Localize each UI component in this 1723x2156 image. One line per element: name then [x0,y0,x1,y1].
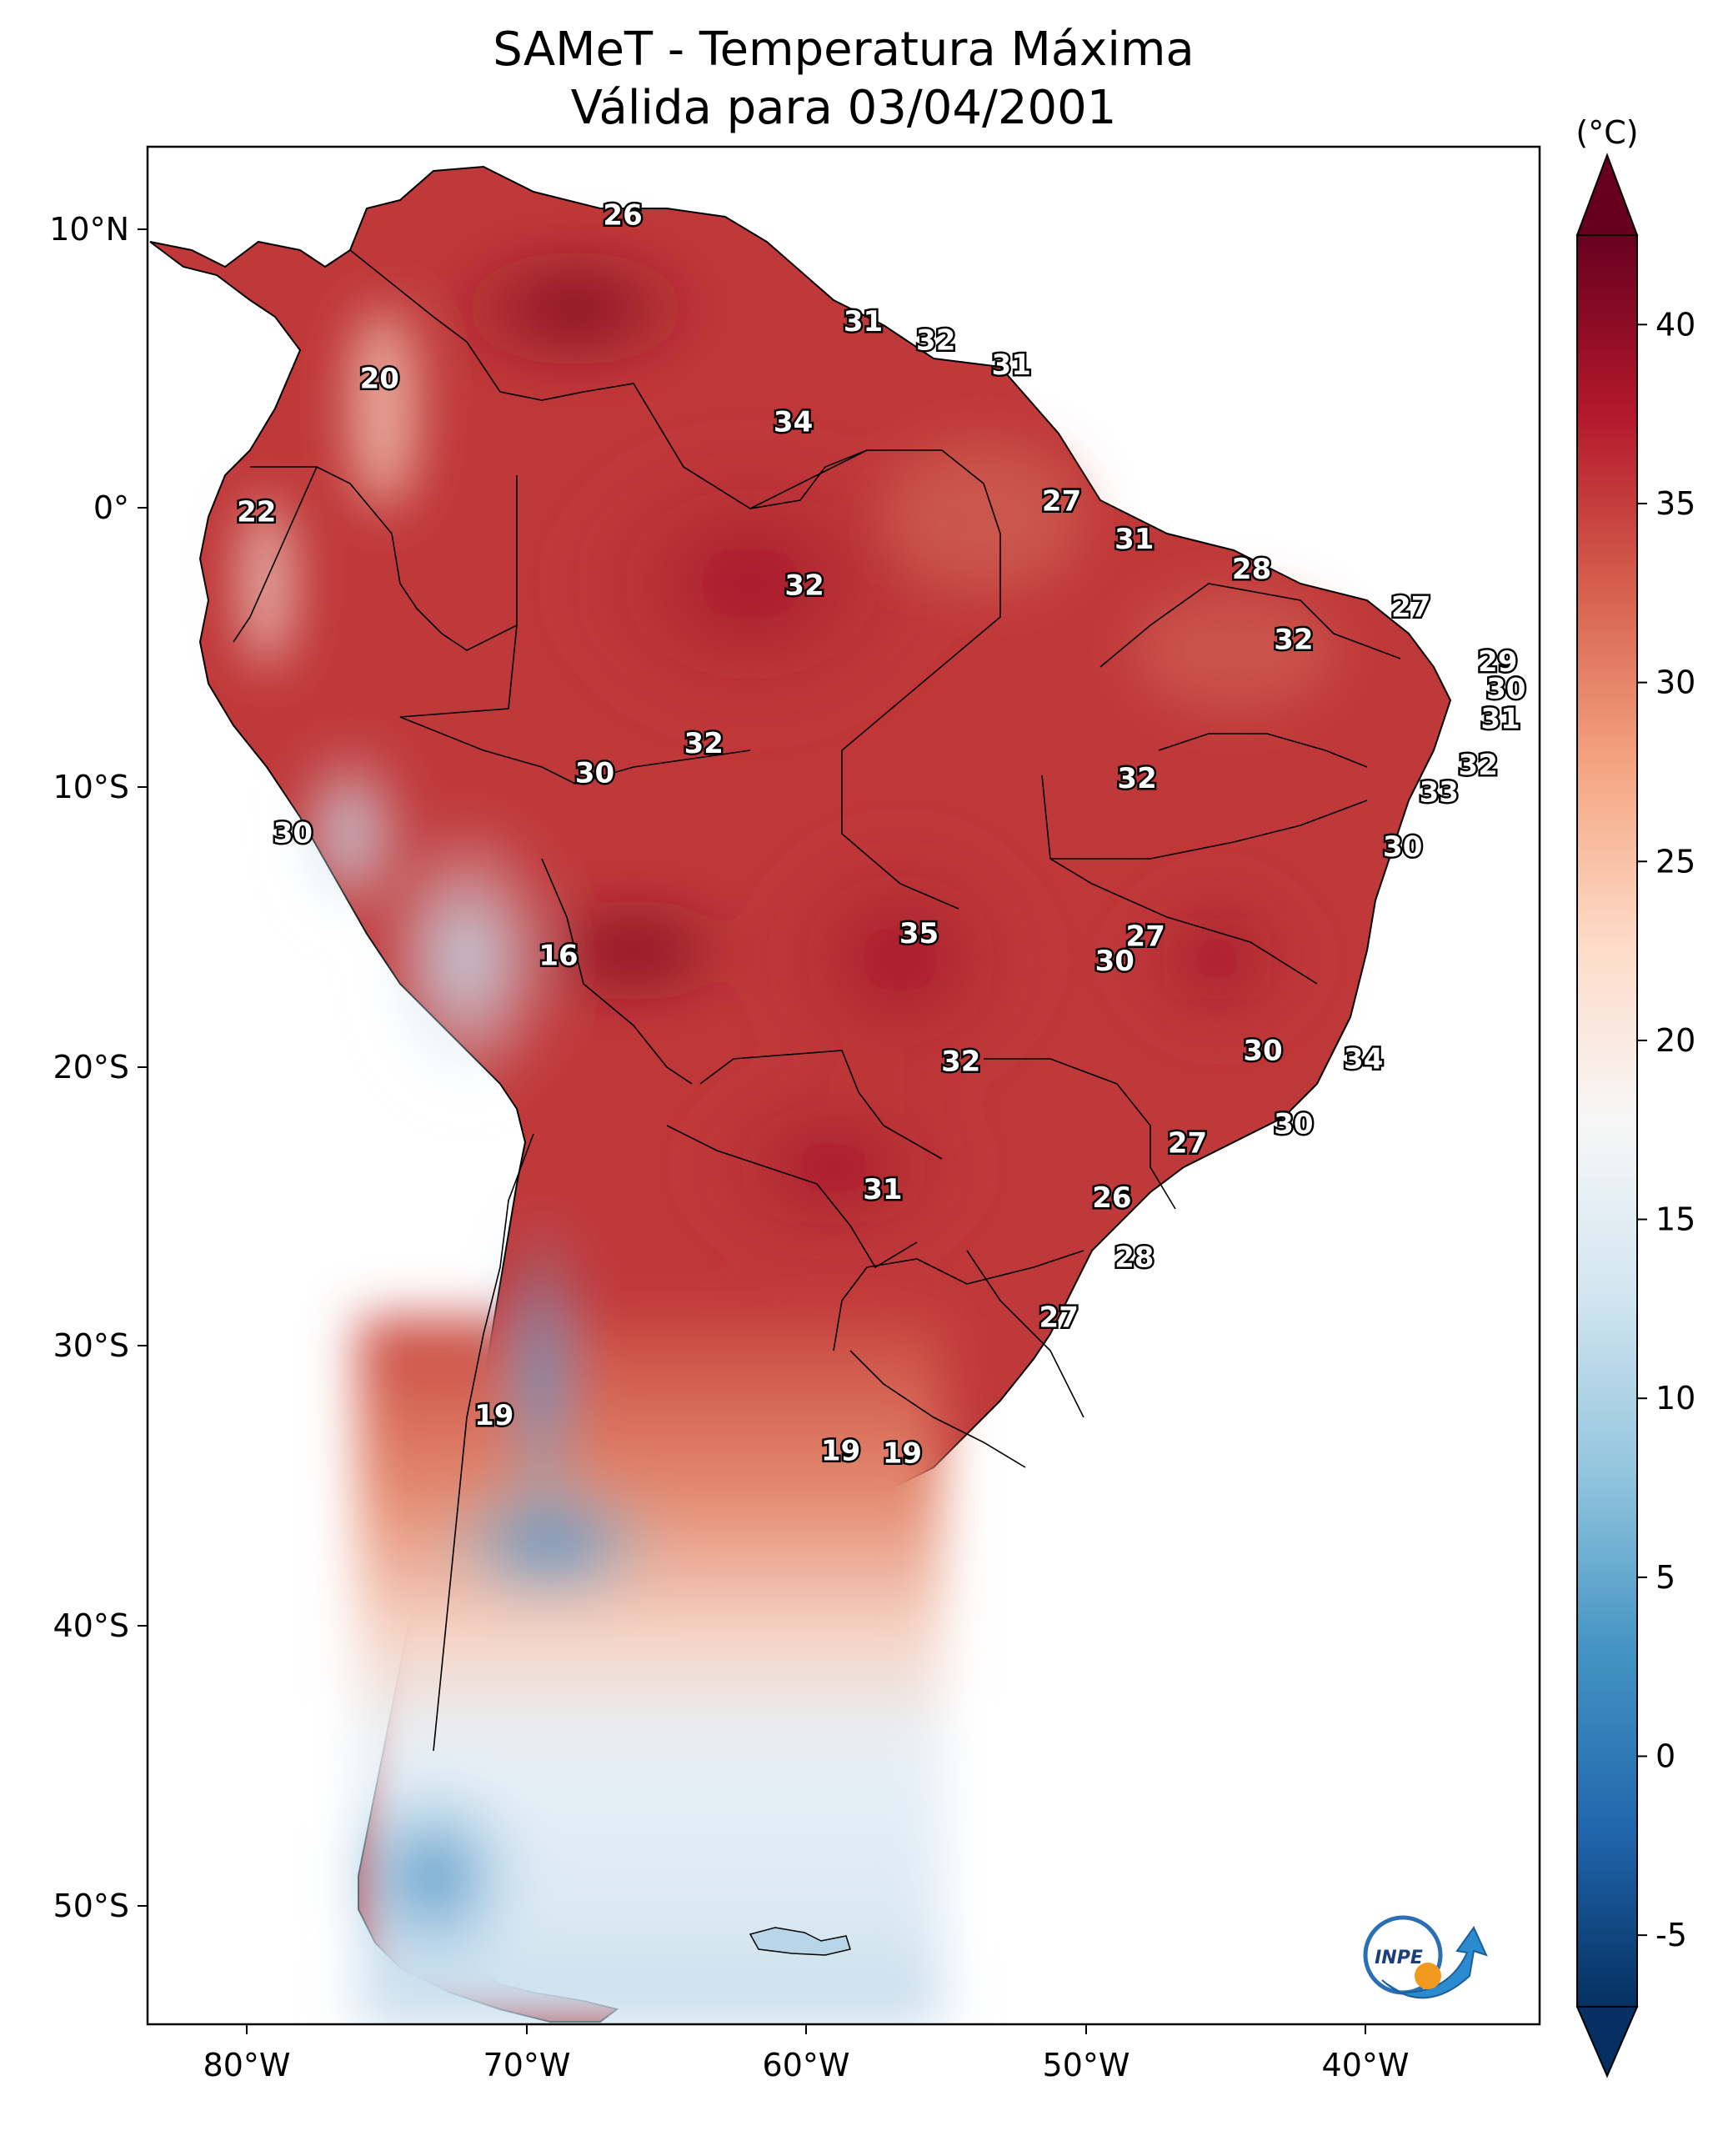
contour-label: 32 [1117,762,1156,795]
contour-label: 30 [1243,1035,1282,1068]
colorbar-body [1576,234,1638,2008]
contour-label: 27 [1042,484,1081,518]
temperature-field [242,233,1334,2024]
contour-label: 33 [1420,776,1459,810]
contour-label: 32 [784,569,824,603]
lat-tick-10s: 10°S [53,769,129,805]
longitude-axis: 80°W 70°W 60°W 50°W 40°W [203,2024,1410,2083]
contour-label: 31 [844,305,883,338]
contour-label: 29 [1478,645,1517,679]
lat-tick-10n: 10°N [49,211,129,248]
contour-label: 28 [1232,553,1271,586]
country-borders [233,249,1401,1752]
colorbar-tick-label: 0 [1655,1737,1675,1774]
contour-label: 30 [1486,673,1525,706]
colorbar-lower-extension [1575,2006,1639,2078]
logo-sun-icon [1415,1963,1441,1989]
contour-label: 31 [1480,702,1520,735]
contour-label: 34 [1344,1042,1383,1075]
colorbar-unit: (°C) [1575,114,1638,151]
contour-label: 28 [1114,1241,1154,1275]
contour-label: 22 [237,495,276,529]
colorbar: (°C) 40 35 30 25 20 15 10 5 0 -5 [1575,114,1695,2078]
map-title-line2: Válida para 03/04/2001 [571,81,1117,135]
contour-label: 19 [474,1399,513,1432]
contour-label: 34 [774,406,813,439]
lat-tick-40s: 40°S [53,1607,129,1644]
contour-label: 27 [1168,1127,1207,1161]
contour-label: 30 [1383,830,1422,864]
colorbar-tick-label: 25 [1655,843,1695,880]
latitude-axis: 10°N 0° 10°S 20°S 30°S 40°S 50°S [49,211,148,1924]
contour-label: 32 [1459,749,1498,782]
contour-label: 35 [899,917,939,950]
contour-label: 16 [538,939,578,972]
colorbar-tick-label: -5 [1655,1917,1687,1953]
contour-label: 32 [941,1045,980,1079]
lat-tick-0: 0° [93,489,129,526]
contour-label: 19 [821,1434,860,1467]
lat-tick-20s: 20°S [53,1049,129,1086]
inpe-logo: INPE [1363,1915,1488,1999]
colorbar-tick-label: 20 [1655,1022,1695,1059]
contour-label: 20 [360,362,399,395]
lon-tick-40w: 40°W [1322,2047,1410,2083]
lon-tick-50w: 50°W [1043,2047,1130,2083]
contour-label: 27 [1126,920,1165,954]
contour-label: 32 [916,324,955,358]
contour-label: 31 [1114,523,1154,556]
lat-tick-50s: 50°S [53,1888,129,1924]
lon-tick-60w: 60°W [763,2047,850,2083]
logo-text: INPE [1375,1948,1423,1968]
colorbar-tick-label: 35 [1655,485,1695,522]
contour-label: 32 [1274,624,1313,657]
colorbar-tick-label: 30 [1655,664,1695,701]
contour-label: 26 [1092,1181,1131,1215]
lon-tick-70w: 70°W [483,2047,571,2083]
colorbar-tick-label: 10 [1655,1380,1695,1416]
falkland-islands [749,1927,851,1956]
contour-label: 27 [1039,1301,1079,1334]
contour-label: 26 [603,199,642,233]
contour-label: 19 [883,1437,922,1471]
contour-label: 30 [1274,1108,1313,1141]
colorbar-ticks: 40 35 30 25 20 15 10 5 0 -5 [1637,306,1695,1953]
colorbar-tick-label: 40 [1655,306,1695,343]
lat-tick-30s: 30°S [53,1327,129,1364]
colorbar-tick-label: 15 [1655,1201,1695,1238]
map-title-line1: SAMeT - Temperatura Máxima [493,23,1195,77]
contour-label: 31 [992,348,1031,382]
contour-label: 30 [1095,945,1134,978]
colorbar-upper-extension [1575,153,1639,236]
contour-label: 30 [273,817,313,850]
contour-label: 27 [1391,591,1430,624]
contour-label: 31 [863,1173,902,1206]
colorbar-tick-label: 5 [1655,1559,1675,1596]
lon-tick-80w: 80°W [203,2047,291,2083]
contour-label: 30 [575,757,614,790]
contour-label: 32 [684,727,724,760]
map-frame [146,145,1541,2026]
